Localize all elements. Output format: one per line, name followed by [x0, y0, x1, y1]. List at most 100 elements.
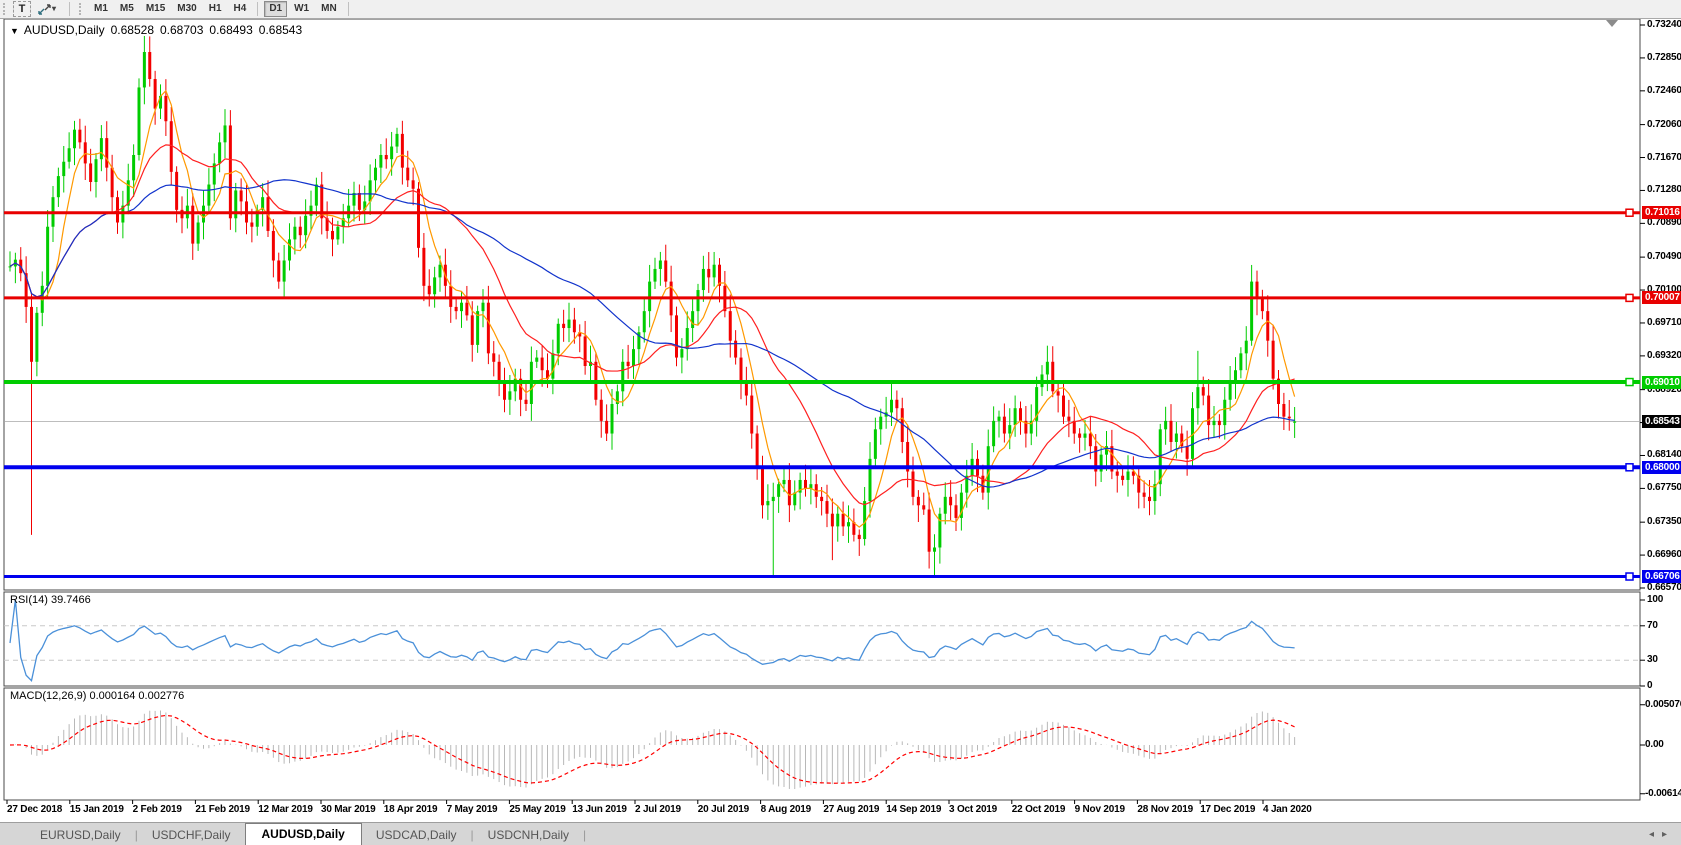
candle-body — [900, 408, 904, 442]
candle-body — [782, 479, 786, 485]
candle-body — [1035, 387, 1039, 421]
candle-body — [605, 420, 609, 434]
candle-body — [196, 222, 200, 244]
hline-price-tag: 0.68000 — [1642, 460, 1681, 474]
candle-body — [648, 281, 652, 312]
date-axis-label: 7 May 2019 — [446, 804, 498, 815]
tab-scroll-arrows: ◂▸ — [1649, 829, 1675, 840]
timeframe-button-m30[interactable]: M30 — [172, 1, 201, 17]
candle-body — [379, 154, 383, 168]
candle-body — [56, 176, 60, 198]
tab-separator: | — [470, 828, 474, 842]
date-axis-label: 30 Mar 2019 — [321, 804, 376, 815]
candle-body — [8, 266, 12, 268]
timeframe-button-m5[interactable]: M5 — [115, 1, 139, 17]
candle-body — [1282, 403, 1286, 417]
candle-body — [228, 125, 232, 219]
hline-handle[interactable] — [1625, 572, 1634, 581]
candle-body — [873, 429, 877, 459]
chart-shift-marker-icon[interactable] — [1606, 20, 1618, 27]
candle-body — [1110, 446, 1114, 472]
candle-body — [1019, 408, 1022, 421]
candle-body — [1250, 281, 1254, 341]
candle-body — [126, 180, 130, 206]
candle-body — [1234, 370, 1237, 383]
tab-scroll-left-icon[interactable]: ◂ — [1648, 829, 1662, 840]
timeframe-button-m1[interactable]: M1 — [89, 1, 113, 17]
candle-body — [546, 370, 549, 379]
timeframe-button-mn[interactable]: MN — [316, 1, 342, 17]
cursor-tool-button[interactable]: ▾ — [33, 1, 63, 17]
candle-body — [879, 416, 883, 430]
candle-body — [1271, 340, 1275, 379]
candle-body — [309, 205, 313, 216]
candle-body — [1212, 420, 1216, 426]
timeframe-button-h4[interactable]: H4 — [229, 1, 252, 17]
candle-body — [857, 534, 861, 540]
candle-body — [175, 171, 179, 210]
price-axis-label: 0.70890 — [1647, 217, 1681, 229]
chart-tab-usdcnh[interactable]: USDCNH,Daily — [487, 828, 570, 842]
price-axis-label: 0.72850 — [1647, 51, 1681, 63]
candle-body — [1244, 340, 1248, 354]
hline-handle[interactable] — [1625, 293, 1634, 303]
current-price-tag: 0.68543 — [1642, 414, 1681, 428]
ohlc-low: 0.68493 — [209, 23, 253, 37]
candle-body — [814, 484, 818, 497]
dropdown-caret-icon: ▾ — [52, 4, 57, 13]
timeframe-button-w1[interactable]: W1 — [289, 1, 314, 17]
candle-body — [895, 399, 899, 409]
chart-tab-audusd[interactable]: AUDUSD,Daily — [244, 823, 362, 845]
chart-tab-eurusd[interactable]: EURUSD,Daily — [40, 828, 121, 842]
candle-body — [218, 142, 222, 164]
candle-body — [615, 391, 619, 404]
candle-body — [357, 192, 361, 210]
candle-body — [486, 302, 490, 354]
timeframe-button-m15[interactable]: M15 — [141, 1, 170, 17]
chart-tab-usdcad[interactable]: USDCAD,Daily — [375, 828, 457, 842]
chart-tabs: EURUSD,Daily | USDCHF,Daily AUDUSD,Daily USD… — [26, 823, 586, 845]
candle-body — [325, 218, 329, 231]
hline-handle[interactable] — [1625, 377, 1634, 387]
chart-canvas[interactable] — [0, 0, 1681, 822]
candle-body — [1056, 391, 1060, 396]
candle-body — [212, 163, 216, 185]
macd-layer — [9, 710, 1296, 790]
hline-handle[interactable] — [1625, 463, 1634, 472]
candle-body — [653, 268, 657, 282]
candle-body — [400, 133, 404, 168]
date-axis-label: 12 Mar 2019 — [258, 804, 313, 815]
candle-body — [771, 496, 775, 502]
timeframe-button-h1[interactable]: H1 — [204, 1, 227, 17]
candle-body — [583, 336, 587, 367]
candle-body — [293, 226, 297, 240]
chart-tab-usdchf[interactable]: USDCHF,Daily — [151, 828, 231, 842]
candle-body — [664, 260, 668, 282]
candles-layer — [5, 35, 1639, 577]
price-axis-label: 0.66960 — [1647, 549, 1681, 561]
hline-handle[interactable] — [1625, 208, 1634, 217]
candle-body — [341, 218, 345, 227]
candle-body — [1094, 446, 1098, 472]
candle-body — [1169, 420, 1173, 442]
candle-body — [562, 323, 566, 329]
price-axis-label: 0.73240 — [1647, 19, 1681, 30]
candle-body — [153, 79, 157, 109]
tab-separator: | — [134, 828, 138, 842]
candle-body — [847, 522, 850, 527]
ohlc-close: 0.68543 — [258, 23, 303, 37]
collapse-triangle-icon[interactable]: ▼ — [10, 26, 19, 36]
candle-body — [707, 268, 711, 278]
tab-scroll-right-icon[interactable]: ▸ — [1661, 829, 1675, 840]
candle-body — [331, 230, 334, 240]
candle-body — [836, 513, 840, 527]
candle-body — [513, 378, 517, 392]
candle-body — [94, 159, 98, 182]
date-axis-label: 27 Aug 2019 — [823, 804, 880, 815]
text-tool-button[interactable]: T — [13, 1, 31, 17]
candle-body — [255, 209, 259, 227]
hline-price-tag: 0.70007 — [1642, 291, 1681, 305]
candle-body — [497, 361, 501, 383]
candle-body — [787, 479, 791, 506]
timeframe-button-d1[interactable]: D1 — [264, 1, 288, 17]
